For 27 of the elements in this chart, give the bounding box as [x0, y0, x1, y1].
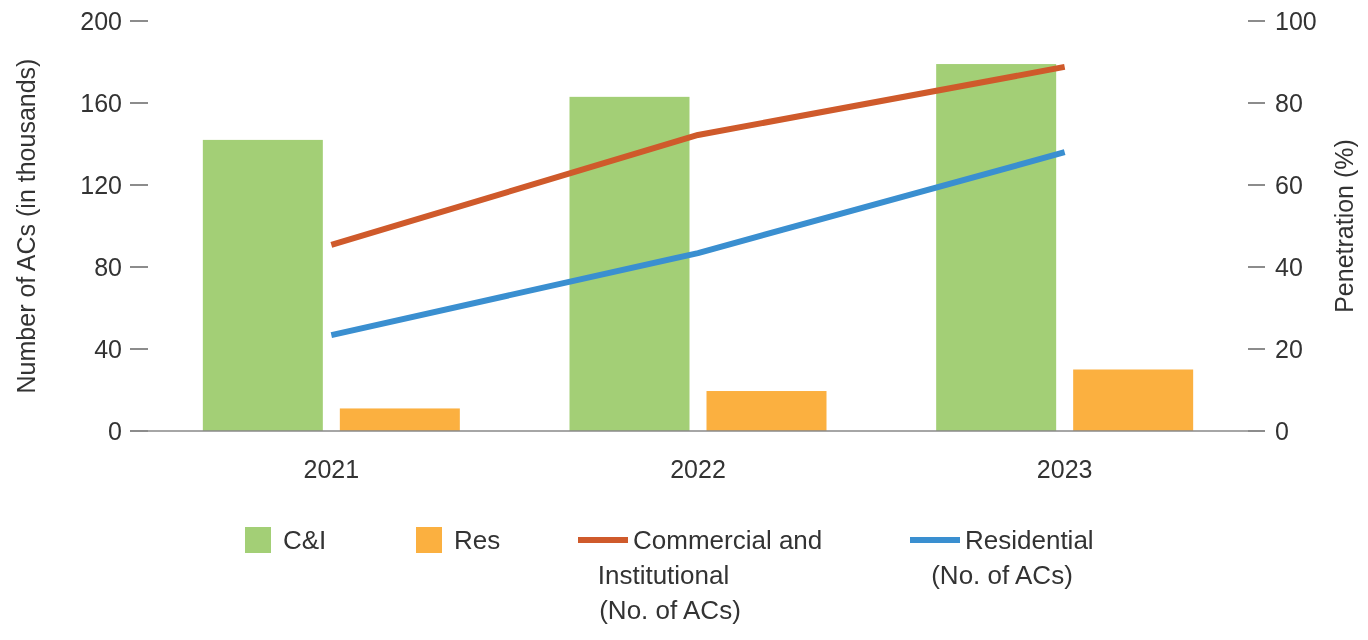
- y2-tick-label: 100: [1275, 6, 1317, 35]
- y-tick-label: 80: [94, 252, 122, 281]
- y-tick-label: 160: [80, 88, 122, 117]
- bar: [569, 96, 690, 431]
- legend-label: Residential (No. of ACs): [931, 525, 1094, 591]
- y2-tick-label: 60: [1275, 170, 1303, 199]
- y-axis-title: Number of ACs (in thousands): [12, 58, 40, 394]
- legend-label: Res: [454, 525, 501, 556]
- legend-label: C&I: [283, 525, 327, 556]
- y2-tick-label: 0: [1275, 416, 1289, 445]
- y2-tick-label: 80: [1275, 88, 1303, 117]
- y2-axis-title: Penetration (%): [1330, 139, 1358, 313]
- y-tick-label: 0: [108, 416, 122, 445]
- y-tick-label: 200: [80, 6, 122, 35]
- bar: [339, 408, 460, 431]
- x-tick-label: 2023: [1036, 455, 1093, 483]
- x-tick-label: 2021: [303, 455, 360, 483]
- y-tick-label: 120: [80, 170, 122, 199]
- legend-label: Commercial and Institutional (No. of ACs): [597, 525, 823, 626]
- y2-tick-label: 20: [1275, 334, 1303, 363]
- x-tick-label: 2022: [670, 455, 726, 483]
- bar: [706, 391, 827, 431]
- bar: [936, 64, 1057, 431]
- y2-tick-label: 40: [1275, 252, 1303, 281]
- y-tick-label: 40: [94, 334, 122, 363]
- bar: [1073, 369, 1194, 431]
- bar: [202, 139, 323, 431]
